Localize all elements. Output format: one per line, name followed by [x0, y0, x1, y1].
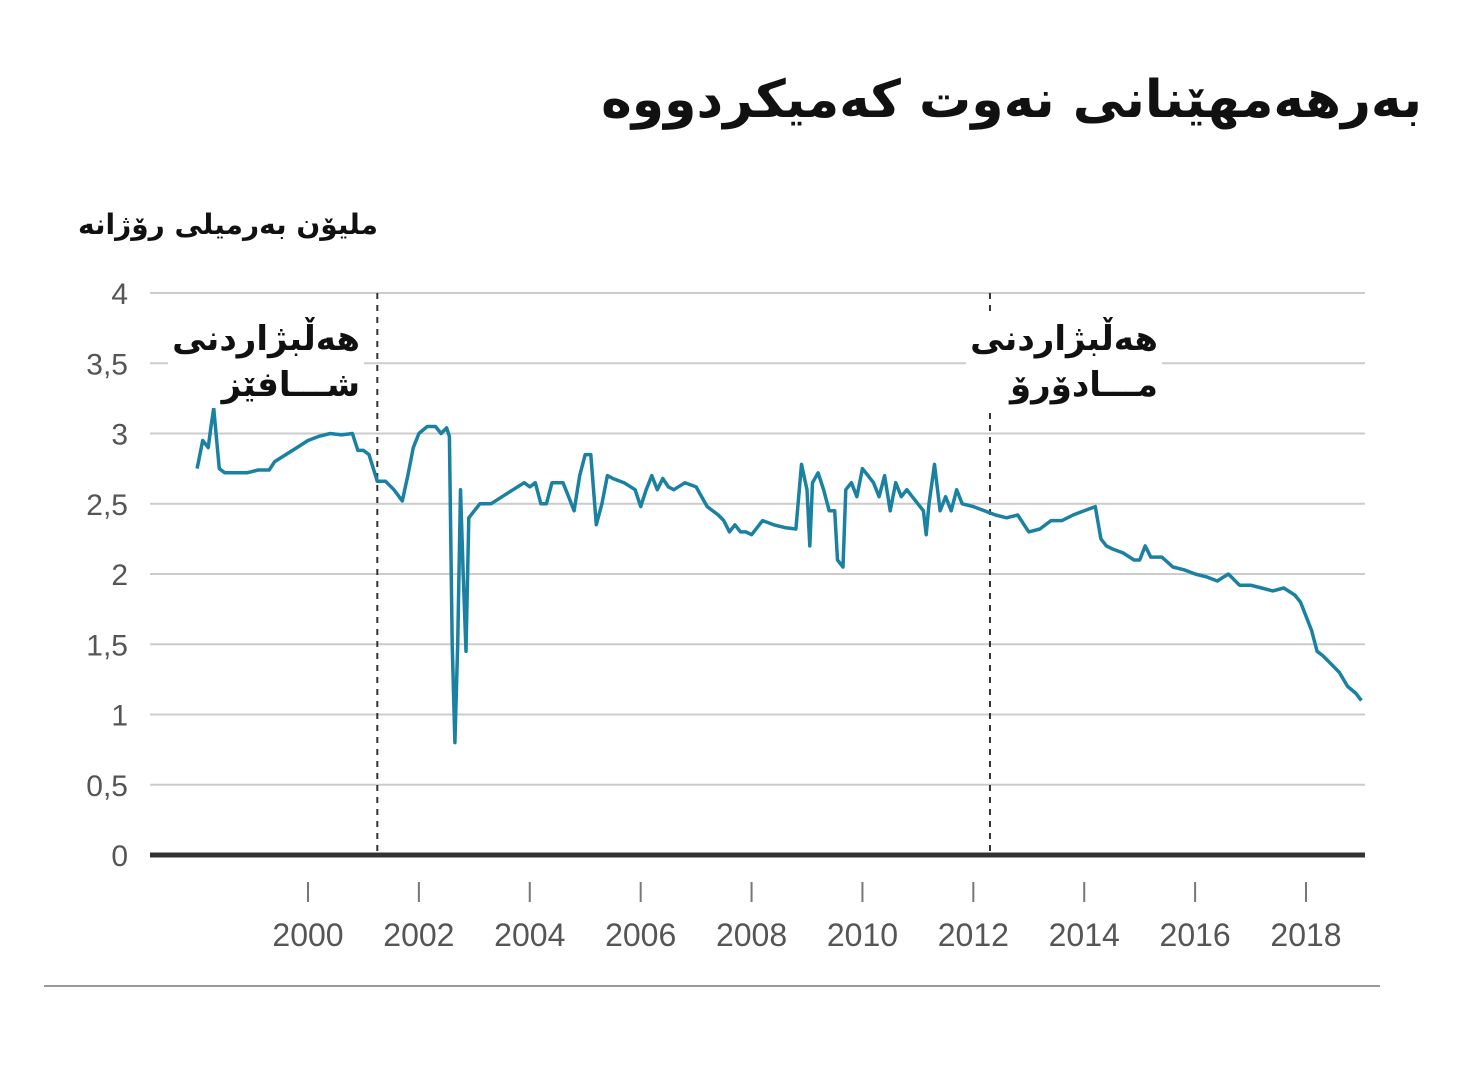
y-tick-label: 3: [111, 419, 128, 452]
y-tick-label: 2: [111, 559, 128, 592]
x-tick-label: 2012: [938, 917, 1009, 953]
x-tick-label: 2002: [383, 917, 454, 953]
x-tick-label: 2016: [1160, 917, 1231, 953]
maduro-annotation-line2: مـــادۆرۆ: [1010, 365, 1158, 405]
y-axis-ticks: 0 0,5 1 1,5 2 2,5 3 3,5 4: [86, 278, 128, 873]
x-tick-label: 2000: [272, 917, 343, 953]
y-tick-label: 4: [111, 278, 128, 311]
x-tick-label: 2004: [494, 917, 565, 953]
y-tick-label: 0: [111, 840, 128, 873]
x-tick-label: 2014: [1049, 917, 1120, 953]
y-tick-label: 2,5: [86, 489, 128, 522]
y-axis-label: ملیۆن بەرمیلی رۆژانە: [78, 208, 379, 241]
chavez-annotation-line1: هەڵبژاردنی: [172, 319, 360, 359]
y-tick-label: 3,5: [86, 348, 128, 381]
maduro-annotation-line1: هەڵبژاردنی: [970, 319, 1158, 359]
chart-title: بەرهەمهێنانی نەوت کەمیکردووە: [601, 70, 1422, 130]
y-tick-label: 1,5: [86, 629, 128, 662]
x-tick-label: 2008: [716, 917, 787, 953]
x-tick-label: 2006: [605, 917, 676, 953]
y-tick-label: 1: [111, 700, 128, 733]
oil-production-line: [195, 406, 1363, 745]
x-tick-label: 2018: [1270, 917, 1341, 953]
bottom-rule: [44, 985, 1380, 987]
maduro-election-annotation: هەڵبژاردنی مـــادۆرۆ: [966, 316, 1162, 408]
y-tick-label: 0,5: [86, 770, 128, 803]
x-axis-ticks: 2000 2002 2004 2006 2008 2010 2012 2014 2016 2018: [272, 882, 1342, 953]
event-markers: [376, 293, 991, 855]
chavez-annotation-line2: شـــافێز: [221, 365, 360, 405]
chavez-election-annotation: هەڵبژاردنی شـــافێز: [168, 316, 364, 408]
x-tick-label: 2010: [827, 917, 898, 953]
